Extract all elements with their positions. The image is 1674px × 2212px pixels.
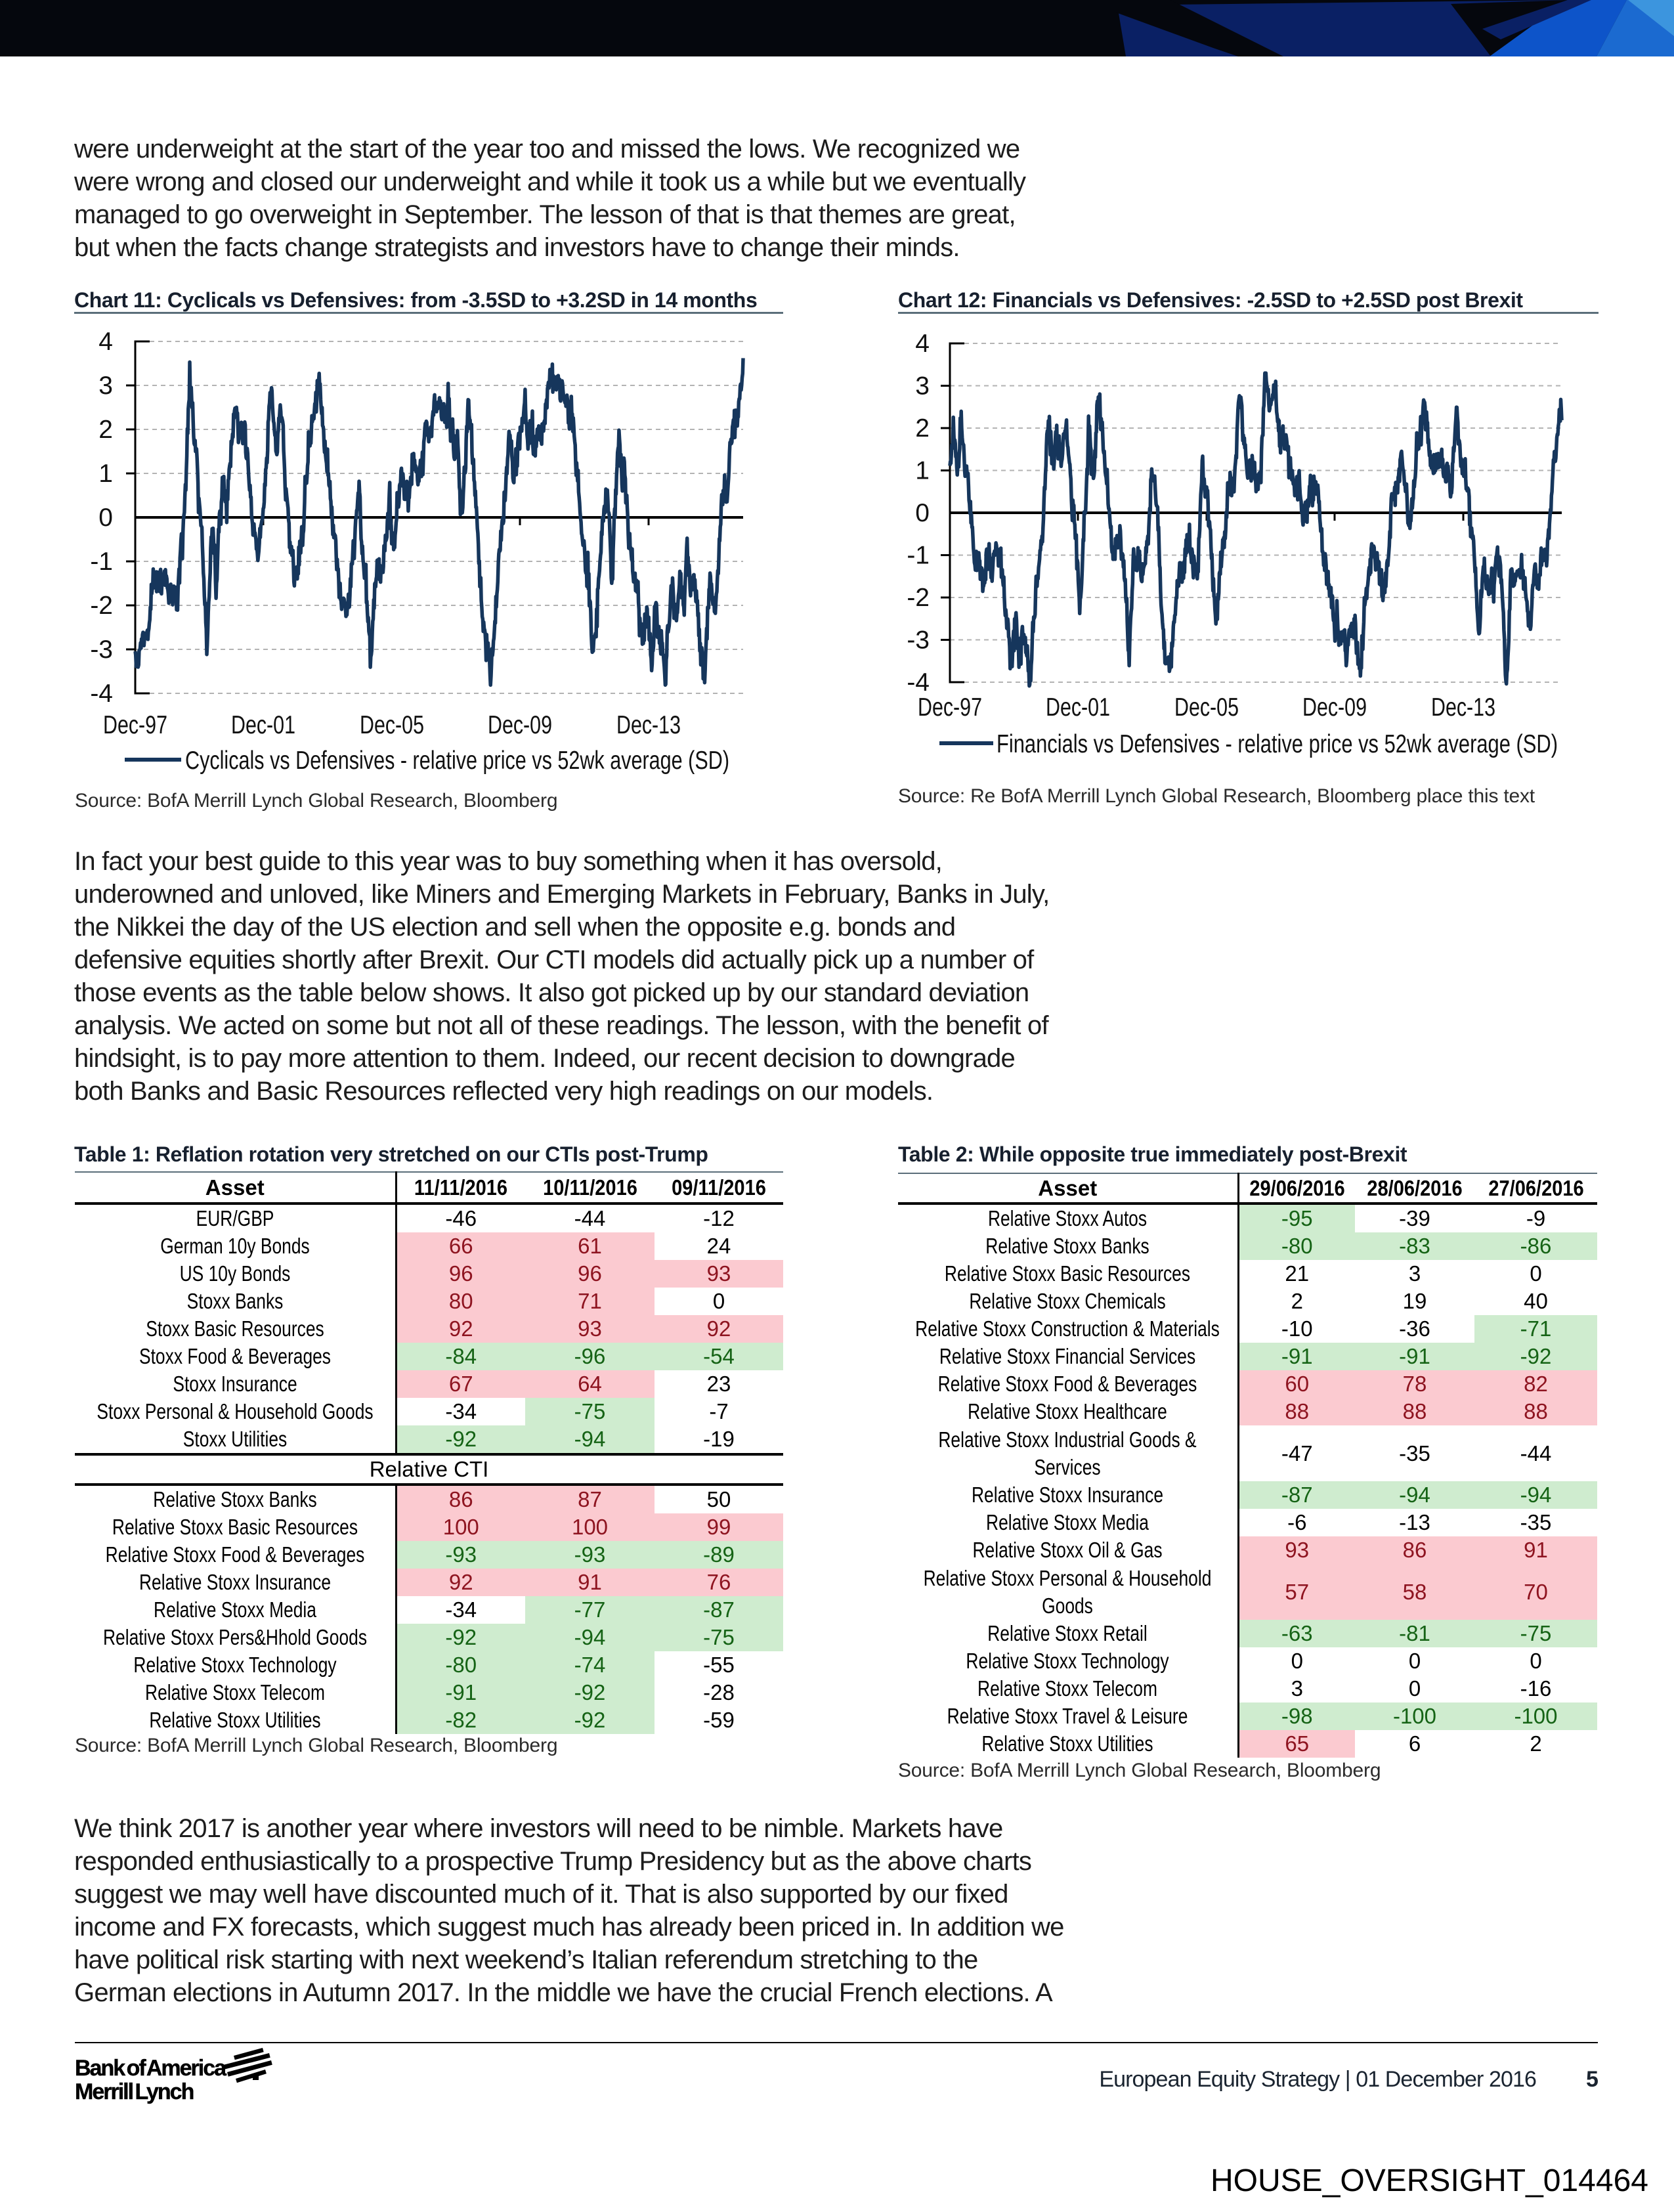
svg-text:-3: -3 bbox=[907, 626, 930, 655]
svg-text:3: 3 bbox=[915, 372, 930, 401]
svg-text:4: 4 bbox=[915, 332, 930, 358]
svg-text:Dec-01: Dec-01 bbox=[1046, 693, 1110, 722]
svg-text:Dec-01: Dec-01 bbox=[231, 711, 295, 739]
svg-text:Dec-97: Dec-97 bbox=[103, 711, 167, 739]
svg-text:Dec-09: Dec-09 bbox=[1302, 693, 1367, 722]
svg-text:1: 1 bbox=[98, 460, 113, 488]
svg-text:0: 0 bbox=[915, 499, 930, 527]
svg-text:-3: -3 bbox=[90, 636, 113, 664]
svg-text:-4: -4 bbox=[907, 668, 930, 697]
svg-text:-1: -1 bbox=[90, 548, 113, 576]
svg-text:Dec-13: Dec-13 bbox=[616, 711, 681, 739]
svg-text:-4: -4 bbox=[90, 680, 113, 708]
svg-text:Cyclicals vs Defensives - rela: Cyclicals vs Defensives - relative price… bbox=[185, 747, 729, 775]
svg-text:-1: -1 bbox=[907, 542, 930, 570]
svg-text:Dec-05: Dec-05 bbox=[360, 711, 424, 739]
svg-text:Dec-97: Dec-97 bbox=[918, 693, 982, 722]
svg-text:1: 1 bbox=[915, 457, 930, 485]
svg-text:4: 4 bbox=[98, 332, 113, 356]
svg-text:0: 0 bbox=[98, 504, 113, 532]
svg-text:Dec-09: Dec-09 bbox=[488, 711, 552, 739]
svg-text:2: 2 bbox=[98, 416, 113, 444]
svg-text:Financials vs Defensives - rel: Financials vs Defensives - relative pric… bbox=[997, 730, 1558, 758]
svg-text:-2: -2 bbox=[90, 592, 113, 620]
svg-text:2: 2 bbox=[915, 414, 930, 443]
svg-text:Dec-13: Dec-13 bbox=[1431, 693, 1495, 722]
svg-text:-2: -2 bbox=[907, 584, 930, 612]
svg-text:3: 3 bbox=[98, 372, 113, 400]
svg-text:Dec-05: Dec-05 bbox=[1174, 693, 1239, 722]
